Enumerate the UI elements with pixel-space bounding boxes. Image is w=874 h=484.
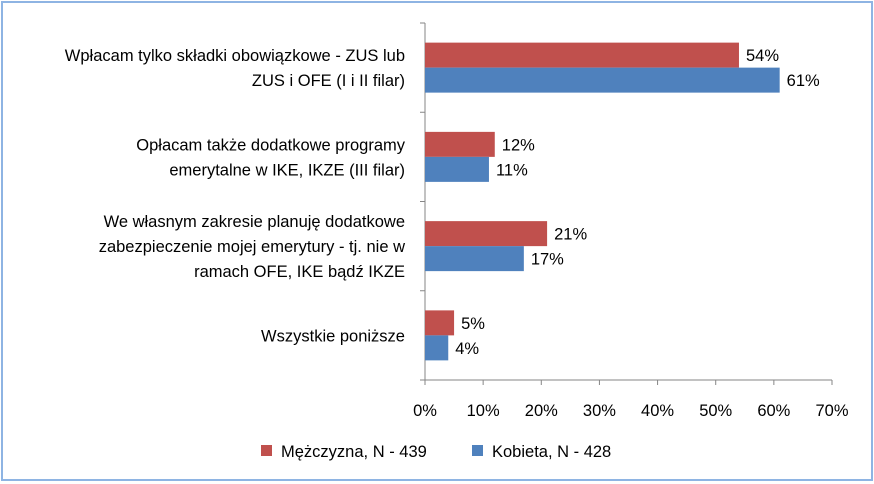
data-label: 61% [787, 72, 820, 90]
data-label: 17% [531, 251, 564, 269]
data-label: 5% [461, 315, 485, 333]
bar-mezczyzna [425, 310, 455, 336]
bar-kobieta [425, 156, 489, 182]
bar-kobieta [425, 246, 524, 272]
category-label-line: ramach OFE, IKE bądź IKZE [194, 263, 405, 281]
bar-chart: 0% 10% 20% 30% 40% 50% 60% 70% Wpłacam tylko sk… [65, 22, 849, 461]
legend-label: Mężczyzna, N - 439 [281, 443, 427, 461]
category-label: Wpłacam tylko składki obowiązkowe - ZUS … [65, 47, 405, 90]
bar-mezczyzna [425, 221, 548, 247]
legend: Mężczyzna, N - 439 Kobieta, N - 428 [261, 443, 611, 461]
data-label: 12% [502, 136, 535, 154]
category-label-line: ZUS i OFE (I i II filar) [252, 72, 405, 90]
bar-mezczyzna [425, 131, 495, 157]
category-label: Wszystkie poniższe [261, 327, 405, 345]
category-label-line: zabezpieczenie mojej emerytury - tj. nie… [99, 238, 405, 256]
data-label: 54% [746, 47, 779, 65]
x-tick-label: 60% [757, 402, 790, 420]
bar-kobieta [425, 335, 449, 361]
bar-mezczyzna [425, 42, 739, 68]
labels: Wpłacam tylko składki obowiązkowe - ZUS … [65, 47, 820, 358]
legend-swatch [261, 445, 272, 456]
category-label-line: Wpłacam tylko składki obowiązkowe - ZUS … [65, 47, 405, 65]
axes: 0% 10% 20% 30% 40% 50% 60% 70% [413, 22, 849, 420]
x-tick-label: 30% [583, 402, 616, 420]
category-label-line: emerytalne w IKE, IKZE (III filar) [169, 161, 405, 179]
x-tick-label: 50% [699, 402, 732, 420]
x-tick-label: 70% [815, 402, 848, 420]
legend-swatch [472, 445, 483, 456]
legend-label: Kobieta, N - 428 [492, 443, 611, 461]
bar-kobieta [425, 67, 780, 93]
x-tick-label: 20% [525, 402, 558, 420]
bars [425, 42, 780, 361]
x-tick-label: 10% [467, 402, 500, 420]
data-label: 4% [455, 340, 479, 358]
category-label: Opłacam także dodatkowe programy emerytal… [136, 136, 405, 179]
x-tick-label: 0% [413, 402, 437, 420]
x-tick-label: 40% [641, 402, 674, 420]
category-label-line: Opłacam także dodatkowe programy [136, 136, 405, 154]
category-label-line: Wszystkie poniższe [261, 327, 405, 345]
data-label: 11% [496, 161, 528, 179]
category-label-line: We własnym zakresie planuję dodatkowe [104, 213, 405, 231]
category-label: We własnym zakresie planuję dodatkowe zab… [99, 213, 405, 281]
data-label: 21% [554, 226, 587, 244]
